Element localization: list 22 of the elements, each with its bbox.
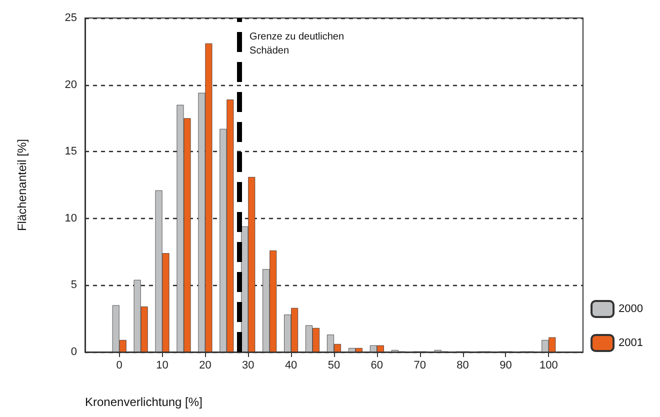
y-tick-label: 25	[64, 12, 77, 24]
x-tick-label: 40	[284, 360, 298, 372]
y-tick-label: 15	[64, 146, 77, 158]
x-tick-label: 30	[242, 360, 254, 372]
y-tick-label: 5	[70, 279, 77, 292]
x-tick-label: 70	[414, 360, 426, 372]
x-tick-label: 100	[539, 360, 558, 372]
x-tick-label: 60	[370, 360, 384, 372]
x-tick-label: 0	[116, 360, 122, 372]
x-tick-label: 10	[156, 360, 168, 372]
ref-line-label: Grenze zu deutlichen Schäden	[250, 32, 347, 56]
y-tick-label: 0	[70, 346, 77, 358]
x-tick-label: 50	[328, 360, 340, 372]
y-axis-title: Flächenanteil [%]	[15, 138, 29, 232]
y-tick-label: 20	[64, 78, 77, 91]
y-tick-label: 10	[64, 212, 77, 224]
legend-label: 2000	[618, 303, 644, 315]
x-axis-title: Kronenverlichtung [%]	[85, 395, 202, 409]
x-tick-label: 20	[199, 360, 212, 372]
x-tick-label: 90	[500, 360, 512, 372]
x-tick-label: 80	[456, 360, 469, 372]
legend-label: 2001	[618, 337, 644, 349]
